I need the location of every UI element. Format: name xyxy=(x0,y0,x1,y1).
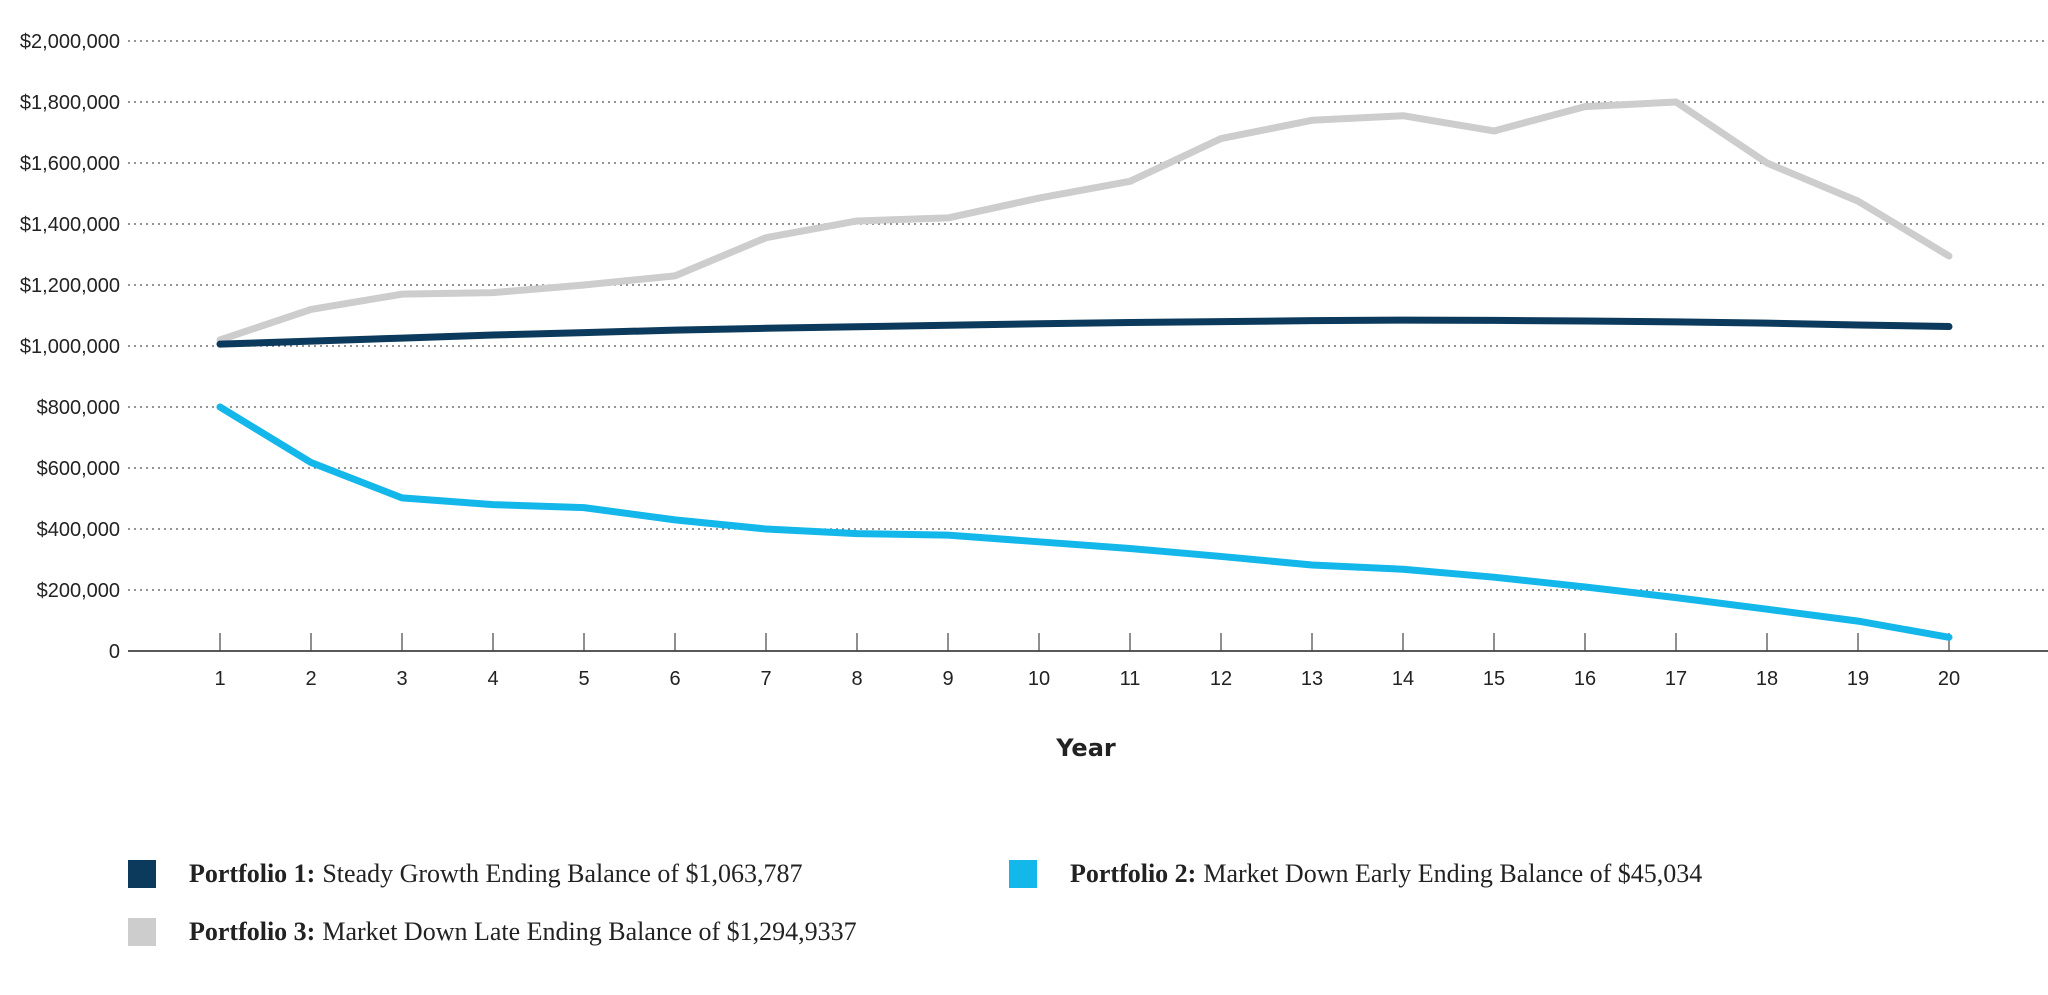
legend-swatch-portfolio-1 xyxy=(128,860,156,888)
x-tick-label: 10 xyxy=(1028,668,1050,690)
y-tick-label: $1,400,000 xyxy=(20,214,120,236)
legend-item-portfolio-3: Portfolio 3: Market Down Late Ending Bala… xyxy=(128,917,857,947)
legend-desc-portfolio-1: Steady Growth Ending Balance of $1,063,7… xyxy=(322,859,803,888)
series-line-portfolio-2 xyxy=(216,403,1953,641)
legend-item-portfolio-2: Portfolio 2: Market Down Early Ending Bal… xyxy=(1009,859,1702,889)
x-tick-label: 6 xyxy=(669,668,680,690)
legend-bold-portfolio-3: Portfolio 3: xyxy=(189,917,316,946)
x-axis xyxy=(128,633,2048,652)
x-tick-label: 3 xyxy=(396,668,407,690)
y-tick-label: $600,000 xyxy=(37,458,120,480)
x-tick-label: 9 xyxy=(942,668,953,690)
y-tick-label: $1,200,000 xyxy=(20,275,120,297)
x-tick-label: 4 xyxy=(487,668,498,690)
x-tick-label: 12 xyxy=(1210,668,1232,690)
legend-label-portfolio-1: Portfolio 1: Steady Growth Ending Balance… xyxy=(189,859,803,889)
x-tick-label: 1 xyxy=(214,668,225,690)
y-tick-label: 0 xyxy=(109,641,120,663)
x-tick-label: 15 xyxy=(1483,668,1505,690)
x-tick-label: 14 xyxy=(1392,668,1414,690)
y-tick-label: $1,600,000 xyxy=(20,153,120,175)
x-tick-label: 17 xyxy=(1665,668,1687,690)
x-axis-tick-labels: 1 2 3 4 5 6 7 8 9 10 11 12 13 14 15 16 17 18 19 20 xyxy=(214,668,1960,690)
x-tick-label: 8 xyxy=(851,668,862,690)
y-tick-label: $2,000,000 xyxy=(20,31,120,53)
series-line-portfolio-3 xyxy=(216,98,1953,344)
x-tick-label: 5 xyxy=(578,668,589,690)
y-tick-label: $1,000,000 xyxy=(20,336,120,358)
legend-label-portfolio-3: Portfolio 3: Market Down Late Ending Bala… xyxy=(189,917,857,947)
gridlines xyxy=(128,40,2048,591)
legend-item-portfolio-1: Portfolio 1: Steady Growth Ending Balance… xyxy=(128,859,803,889)
x-tick-label: 11 xyxy=(1120,668,1141,690)
x-axis-title: Year xyxy=(1055,734,1116,762)
legend-label-portfolio-2: Portfolio 2: Market Down Early Ending Bal… xyxy=(1070,859,1702,889)
x-tick-label: 19 xyxy=(1847,668,1869,690)
legend-bold-portfolio-2: Portfolio 2: xyxy=(1070,859,1197,888)
x-tick-label: 13 xyxy=(1301,668,1323,690)
legend-desc-portfolio-3: Market Down Late Ending Balance of $1,29… xyxy=(322,917,857,946)
series-lines xyxy=(216,98,1953,641)
x-tick-label: 20 xyxy=(1938,668,1960,690)
y-tick-label: $800,000 xyxy=(37,397,120,419)
y-tick-label: $1,800,000 xyxy=(20,92,120,114)
y-tick-label: $200,000 xyxy=(37,580,120,602)
y-axis-tick-labels: 0 $200,000 $400,000 $600,000 $800,000 $1,000,… xyxy=(20,31,120,663)
y-tick-label: $400,000 xyxy=(37,519,120,541)
series-line-portfolio-1 xyxy=(216,316,1953,348)
legend-desc-portfolio-2: Market Down Early Ending Balance of $45,… xyxy=(1203,859,1703,888)
legend-swatch-portfolio-3 xyxy=(128,918,156,946)
x-tick-label: 2 xyxy=(305,668,316,690)
legend-bold-portfolio-1: Portfolio 1: xyxy=(189,859,316,888)
x-tick-label: 16 xyxy=(1574,668,1596,690)
x-tick-label: 18 xyxy=(1756,668,1778,690)
x-tick-label: 7 xyxy=(760,668,771,690)
legend-swatch-portfolio-2 xyxy=(1009,860,1037,888)
